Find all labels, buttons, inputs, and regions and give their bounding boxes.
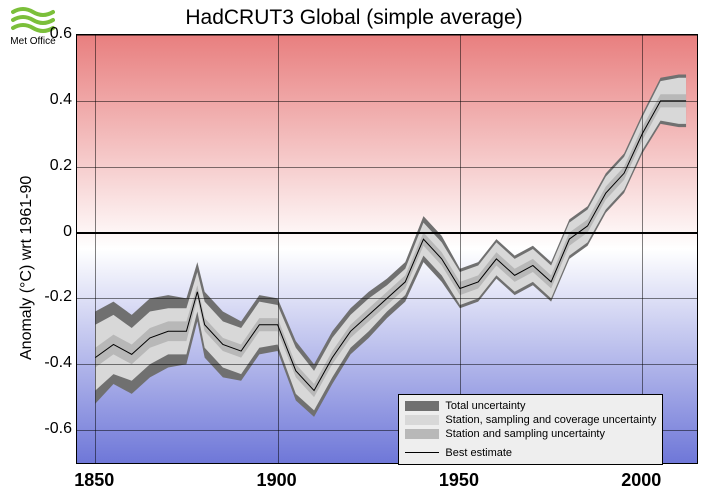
x-tick-label: 1950 xyxy=(439,470,479,491)
legend-swatch xyxy=(405,429,439,439)
y-axis-label: Anomaly (°C) wrt 1961-90 xyxy=(18,176,36,360)
y-tick-label: 0.6 xyxy=(12,25,72,43)
chart-container: Met Office HadCRUT3 Global (simple avera… xyxy=(0,0,708,504)
band-total xyxy=(95,75,686,417)
x-tick-label: 1850 xyxy=(74,470,114,491)
legend-swatch xyxy=(405,415,439,425)
y-tick-label: -0.4 xyxy=(12,354,72,372)
y-tick-label: -0.6 xyxy=(12,420,72,438)
gridline-h xyxy=(77,298,697,299)
legend-label: Best estimate xyxy=(445,447,512,459)
y-tick-label: 0.2 xyxy=(12,157,72,175)
legend: Total uncertainty Station, sampling and c… xyxy=(398,394,663,465)
legend-line-icon xyxy=(405,452,439,453)
gridline-v xyxy=(278,35,279,463)
y-tick-label: 0.4 xyxy=(12,91,72,109)
x-tick-label: 2000 xyxy=(621,470,661,491)
gridline-h xyxy=(77,35,697,36)
legend-label: Station, sampling and coverage uncertain… xyxy=(445,414,656,426)
legend-label: Total uncertainty xyxy=(445,400,525,412)
gridline-h xyxy=(77,364,697,365)
zero-line xyxy=(77,232,697,234)
legend-swatch xyxy=(405,401,439,411)
y-tick-label: 0 xyxy=(12,223,72,241)
x-tick-label: 1900 xyxy=(257,470,297,491)
legend-row: Station and sampling uncertainty xyxy=(405,427,656,441)
legend-label: Station and sampling uncertainty xyxy=(445,428,605,440)
chart-title: HadCRUT3 Global (simple average) xyxy=(0,6,708,30)
y-tick-label: -0.2 xyxy=(12,288,72,306)
gridline-h xyxy=(77,167,697,168)
gridline-v xyxy=(95,35,96,463)
legend-row: Best estimate xyxy=(405,446,656,460)
legend-row: Total uncertainty xyxy=(405,399,656,413)
legend-row: Station, sampling and coverage uncertain… xyxy=(405,413,656,427)
gridline-h xyxy=(77,101,697,102)
